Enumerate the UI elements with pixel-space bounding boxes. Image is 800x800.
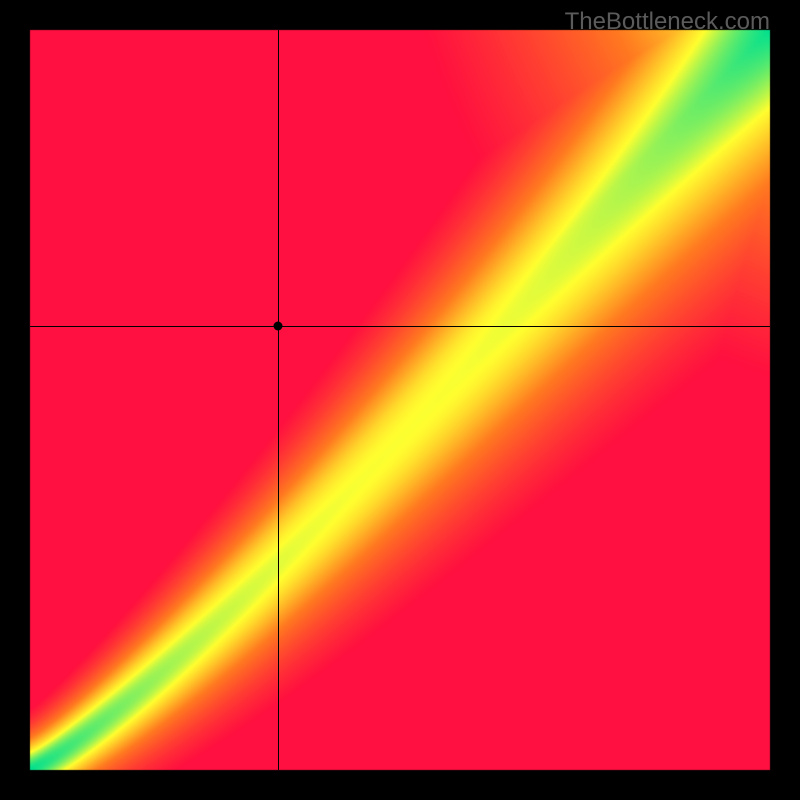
crosshair-vertical-line — [278, 30, 279, 770]
bottleneck-heatmap — [0, 0, 800, 800]
crosshair-marker-dot — [273, 322, 282, 331]
crosshair-horizontal-line — [30, 326, 770, 327]
watermark-text: TheBottleneck.com — [565, 8, 770, 36]
